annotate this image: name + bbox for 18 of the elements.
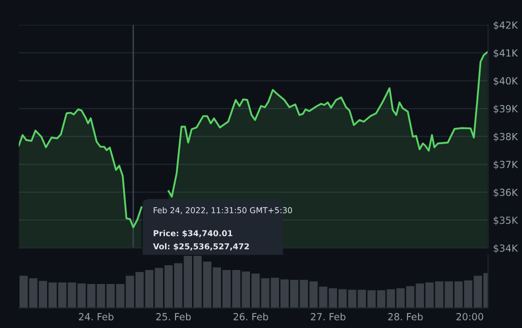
annotation: Vol: $25,536,527,472 — [153, 243, 249, 250]
y-tick-label: $39K — [494, 104, 518, 114]
y-tick-label: $40K — [494, 76, 518, 86]
x-tick-label: 26. Feb — [234, 312, 268, 320]
x-tick-label: 25. Feb — [156, 312, 191, 320]
annotation: Price: $34,740.01 — [154, 230, 232, 238]
y-tick-label: $36K — [494, 188, 518, 198]
x-tick-label: 27. Feb — [310, 312, 346, 320]
y-tick-label: $34K — [494, 244, 518, 254]
x-tick-label: 24. Feb — [78, 312, 114, 320]
y-tick-label: $35K — [494, 216, 518, 226]
y-tick-label: $42K — [494, 21, 518, 30]
y-tick-label: $41K — [494, 49, 518, 58]
x-tick-label: 20:00 — [456, 313, 484, 320]
y-tick-label: $38K — [494, 132, 518, 142]
x-tick-label: 28. Feb — [388, 312, 423, 320]
y-tick-label: $37K — [494, 160, 518, 170]
annotation: Feb 24, 2022, 11:31:50 GMT+5:30 — [154, 207, 292, 214]
